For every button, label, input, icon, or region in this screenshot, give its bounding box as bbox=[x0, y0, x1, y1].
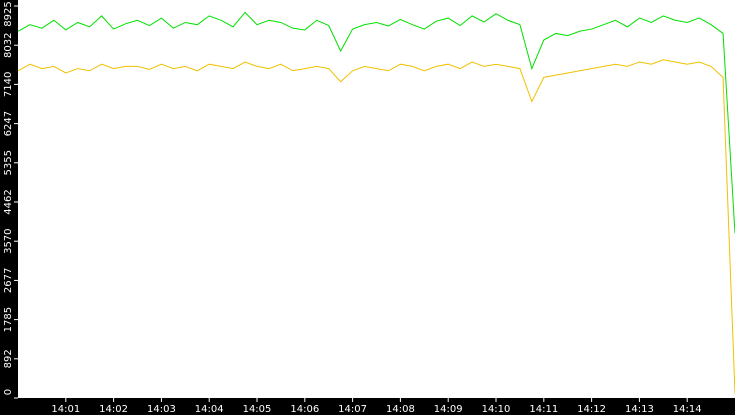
x-tick-label: 14:09 bbox=[434, 404, 463, 415]
series-line bbox=[17, 11, 735, 234]
y-tick-label: 2677 bbox=[3, 268, 14, 293]
x-tick-label: 14:04 bbox=[195, 404, 224, 415]
x-tick-label: 14:05 bbox=[243, 404, 272, 415]
y-tick-label: 7140 bbox=[3, 72, 14, 97]
y-tick-label: 6247 bbox=[3, 111, 14, 136]
y-tick-label: 892 bbox=[3, 349, 14, 368]
x-axis-bar bbox=[0, 398, 735, 415]
x-tick-label: 14:10 bbox=[482, 404, 511, 415]
x-tick-label: 14:12 bbox=[577, 404, 606, 415]
y-tick-label: 4462 bbox=[3, 189, 14, 214]
x-tick-label: 14:01 bbox=[51, 404, 80, 415]
series-line bbox=[17, 59, 735, 394]
x-tick-label: 14:13 bbox=[625, 404, 654, 415]
x-tick-label: 14:07 bbox=[338, 404, 367, 415]
x-tick-label: 14:06 bbox=[290, 404, 319, 415]
x-tick-label: 14:11 bbox=[529, 404, 558, 415]
y-tick-label: 8925 bbox=[3, 1, 14, 26]
y-axis-bar bbox=[0, 0, 18, 415]
y-tick-label: 5355 bbox=[3, 150, 14, 175]
x-tick-label: 14:08 bbox=[386, 404, 415, 415]
y-tick-label: 0 bbox=[3, 389, 14, 395]
x-tick-label: 14:03 bbox=[147, 404, 176, 415]
y-tick-label: 8032 bbox=[3, 32, 14, 57]
x-tick-label: 14:02 bbox=[99, 404, 128, 415]
y-tick-label: 1785 bbox=[3, 307, 14, 332]
y-tick-label: 3570 bbox=[3, 228, 14, 253]
x-tick-label: 14:14 bbox=[673, 404, 702, 415]
